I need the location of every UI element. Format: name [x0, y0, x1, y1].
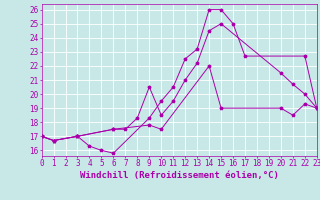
X-axis label: Windchill (Refroidissement éolien,°C): Windchill (Refroidissement éolien,°C): [80, 171, 279, 180]
